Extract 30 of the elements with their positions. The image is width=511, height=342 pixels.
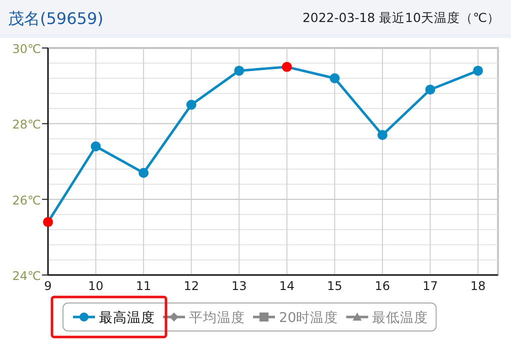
x-tick-label: 10 [88, 279, 104, 293]
point [186, 100, 196, 110]
point [138, 168, 149, 178]
x-tick-label: 15 [327, 279, 342, 293]
point [43, 217, 53, 228]
x-tick-label: 12 [184, 279, 199, 293]
y-tick-label: 28℃ [12, 118, 41, 132]
point [377, 130, 388, 140]
y-tick-label: 26℃ [12, 193, 41, 208]
point [425, 84, 436, 95]
legend-label: 最低温度 [372, 310, 428, 326]
legend-label: 最高温度 [99, 310, 155, 326]
point [473, 66, 483, 76]
y-tick-label: 30℃ [12, 42, 41, 56]
x-tick-label: 11 [136, 279, 152, 293]
chart-title: 茂名(59659) [8, 9, 104, 28]
x-tick-label: 13 [231, 279, 247, 293]
x-tick-label: 17 [422, 279, 438, 293]
legend-label: 20时温度 [279, 310, 338, 326]
point [330, 73, 340, 84]
x-tick-label: 18 [470, 279, 486, 293]
chart-subtitle: 2022-03-18 最近10天温度（℃） [302, 10, 500, 25]
x-tick-label: 14 [279, 279, 295, 293]
y-tick-label: 24℃ [12, 269, 41, 283]
point [234, 66, 244, 76]
x-tick-label: 16 [374, 279, 390, 293]
point [282, 62, 292, 72]
legend-label: 平均温度 [189, 310, 245, 326]
x-tick-label: 9 [44, 279, 52, 293]
point [90, 141, 101, 152]
